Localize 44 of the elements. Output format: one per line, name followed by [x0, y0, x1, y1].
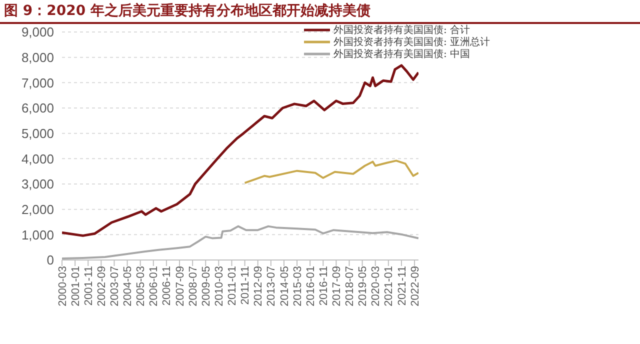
x-tick-label: 2013-07 — [266, 266, 278, 306]
x-tick-label: 2001-11 — [82, 266, 95, 306]
legend-label: 外国投资者持有美国国债: 亚洲总计 — [333, 36, 490, 48]
y-tick-label: 7,000 — [21, 75, 54, 90]
x-tick-label: 2016-01 — [304, 266, 317, 306]
x-tick-label: 2006-11 — [161, 266, 174, 306]
x-tick-label: 2012-09 — [252, 266, 265, 306]
x-tick-label: 2008-07 — [187, 266, 200, 306]
y-tick-label: 3,000 — [21, 176, 54, 192]
x-tick-label: 2021-01 — [383, 266, 396, 306]
line-series — [244, 160, 418, 184]
chart-title: 图 9：2020 年之后美元重要持有分布地区都开始减持美债 — [0, 0, 640, 24]
x-tick-label: 2010-03 — [213, 266, 226, 306]
y-tick-label: 8,000 — [21, 50, 54, 65]
x-tick-label: 2004-05 — [122, 266, 134, 306]
y-tick-label: 6,000 — [21, 100, 54, 116]
x-tick-label: 2019-05 — [357, 266, 370, 306]
x-tick-label: 2021-11 — [396, 266, 408, 306]
x-tick-label: 2005-03 — [135, 266, 148, 306]
x-tick-label: 2003-07 — [109, 266, 122, 306]
y-tick-label: 1,000 — [21, 227, 54, 242]
x-tick-label: 2002-09 — [96, 266, 108, 306]
legend-label: 外国投资者持有美国国债: 中国 — [333, 48, 470, 60]
x-tick-label: 2009-05 — [200, 266, 212, 306]
x-tick-label: 2000-03 — [56, 266, 69, 306]
x-tick-label: 2011-11 — [240, 266, 252, 305]
y-tick-label: 0 — [46, 252, 54, 268]
x-tick-label: 2007-09 — [174, 266, 186, 306]
x-tick-label: 2022-09 — [409, 266, 422, 306]
x-tick-label: 2018-07 — [344, 266, 356, 306]
x-tick-label: 2017-09 — [330, 266, 343, 306]
y-tick-label: 2,000 — [21, 202, 54, 217]
y-tick-label: 9,000 — [21, 24, 54, 40]
x-tick-label: 2006-01 — [148, 266, 160, 306]
y-tick-label: 5,000 — [21, 126, 54, 141]
legend-label: 外国投资者持有美国国债: 合计 — [333, 24, 470, 36]
x-tick-label: 2014-05 — [278, 266, 291, 306]
y-tick-label: 4,000 — [21, 151, 54, 166]
x-tick-label: 2020-03 — [370, 266, 382, 306]
x-tick-label: 2016-11 — [318, 266, 330, 306]
x-tick-label: 2015-03 — [292, 266, 304, 306]
x-tick-label: 2011-01 — [226, 266, 239, 306]
line-series — [62, 64, 418, 237]
x-tick-label: 2001-01 — [70, 266, 82, 306]
